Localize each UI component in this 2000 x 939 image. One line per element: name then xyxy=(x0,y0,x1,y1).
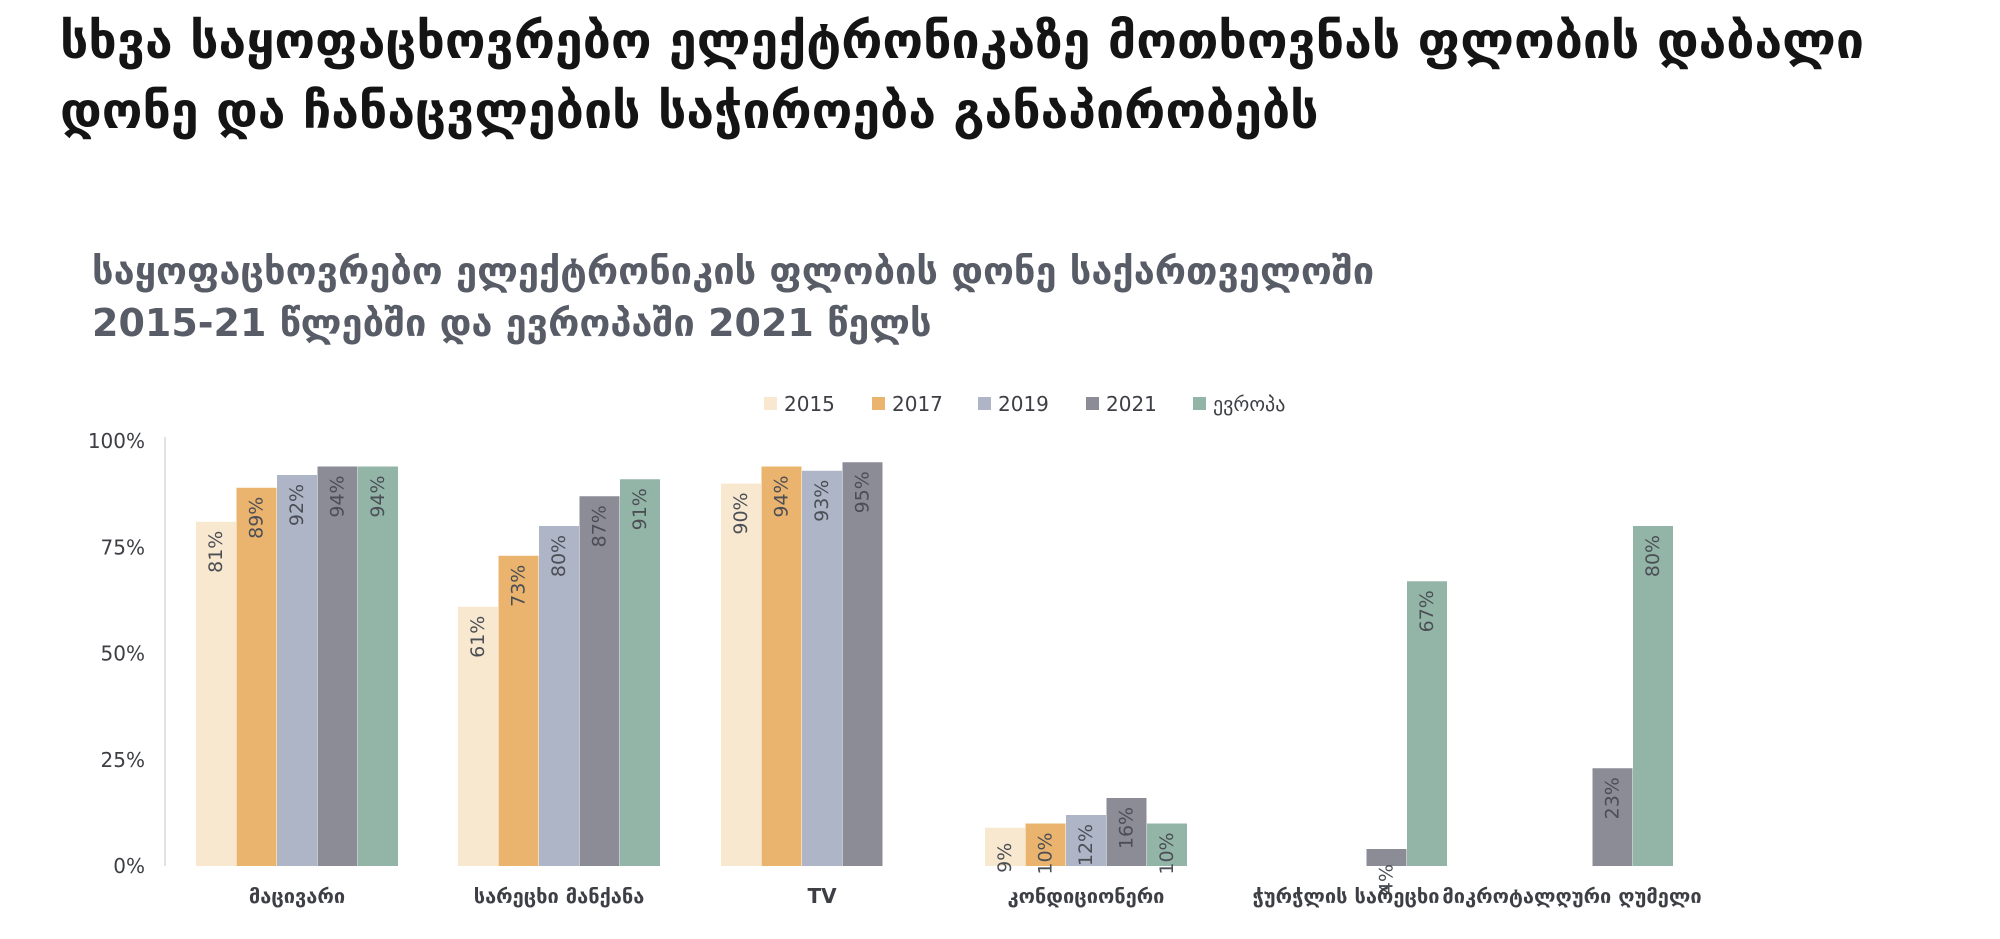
y-tick-label: 25% xyxy=(101,748,145,772)
bar xyxy=(842,462,883,866)
bar-value-label: 92% xyxy=(286,484,308,526)
bar-value-label: 16% xyxy=(1116,807,1138,849)
bar xyxy=(317,466,358,866)
bar-value-label: 10% xyxy=(1035,832,1057,874)
bar-value-label: 94% xyxy=(327,475,349,517)
bar-value-label: 94% xyxy=(367,475,389,517)
bar-value-label: 10% xyxy=(1156,832,1178,874)
bar xyxy=(1066,815,1106,866)
bar-value-label: 80% xyxy=(548,535,570,577)
page-headline: სხვა საყოფაცხოვრებო ელექტრონიკაზე მოთხოვ… xyxy=(60,12,1865,140)
bar xyxy=(236,487,277,866)
legend-swatch xyxy=(1086,397,1099,410)
bar-value-label: 4% xyxy=(1376,864,1398,894)
x-category-label: სარეცხი მანქანა xyxy=(474,884,645,908)
bar-value-label: 80% xyxy=(1642,535,1664,577)
bar xyxy=(1407,581,1447,866)
bar-value-label: 87% xyxy=(589,505,611,547)
legend-label: 2021 xyxy=(1106,392,1157,416)
legend-label: 2015 xyxy=(784,392,835,416)
bar-value-label: 91% xyxy=(629,488,651,530)
bar-value-label: 73% xyxy=(508,565,530,607)
bar-value-label: 12% xyxy=(1075,824,1097,866)
bar-value-label: 90% xyxy=(730,492,752,534)
legend-swatch xyxy=(978,397,991,410)
bar xyxy=(802,470,842,866)
x-category-label: ჭურჭლის სარეცხი xyxy=(1252,884,1439,908)
chart-title: საყოფაცხოვრებო ელექტრონიკის ფლობის დონე … xyxy=(92,249,1375,345)
y-axis: 0% 25% 50% 75% 100% xyxy=(88,429,166,878)
bar xyxy=(498,555,539,866)
y-tick-label: 100% xyxy=(88,429,145,453)
bar-value-label: 81% xyxy=(205,531,227,573)
bar-value-label: 93% xyxy=(811,480,833,522)
bar xyxy=(196,521,236,866)
x-category-label: კონდიციონერი xyxy=(1008,884,1165,908)
legend-label: ევროპა xyxy=(1213,392,1285,416)
bar-value-label: 67% xyxy=(1416,590,1438,632)
bar xyxy=(358,466,398,866)
x-axis: მაცივარი სარეცხი მანქანა TV კონდიციონერი ჭურ… xyxy=(249,884,1702,908)
legend-label: 2019 xyxy=(998,392,1049,416)
bar-value-label: 23% xyxy=(1602,777,1624,819)
bars-group: 81% 89% 92% 94% 94% 61% 73% 80% 87% 91% 90% 94% 93% 9… xyxy=(196,462,1673,894)
bar xyxy=(579,496,620,866)
bar xyxy=(985,827,1025,866)
bar xyxy=(1106,798,1147,866)
bar xyxy=(1366,849,1407,866)
bar-value-label: 61% xyxy=(467,616,489,658)
bar xyxy=(458,606,498,866)
x-category-label: TV xyxy=(807,884,837,908)
chart-legend: 2015 2017 2019 2021 ევროპა xyxy=(764,392,1285,416)
bar-value-label: 9% xyxy=(994,843,1016,873)
bar xyxy=(277,475,317,866)
y-tick-label: 0% xyxy=(113,854,145,878)
legend-swatch xyxy=(872,397,885,410)
bar-value-label: 89% xyxy=(246,497,268,539)
x-category-label: მიკროტალღური ღუმელი xyxy=(1442,884,1701,908)
x-category-label: მაცივარი xyxy=(249,884,345,908)
bar xyxy=(1147,823,1187,866)
legend-swatch xyxy=(764,397,777,410)
legend-label: 2017 xyxy=(892,392,943,416)
bar xyxy=(620,479,660,866)
y-tick-label: 75% xyxy=(101,535,145,559)
y-tick-label: 50% xyxy=(101,642,145,666)
bar-value-label: 95% xyxy=(852,471,874,513)
bar-value-label: 94% xyxy=(771,475,793,517)
bar xyxy=(539,526,579,866)
legend-swatch xyxy=(1193,397,1206,410)
bar xyxy=(721,483,761,866)
bar xyxy=(1592,768,1633,866)
bar xyxy=(1633,526,1673,866)
bar xyxy=(1025,823,1066,866)
bar xyxy=(761,466,802,866)
